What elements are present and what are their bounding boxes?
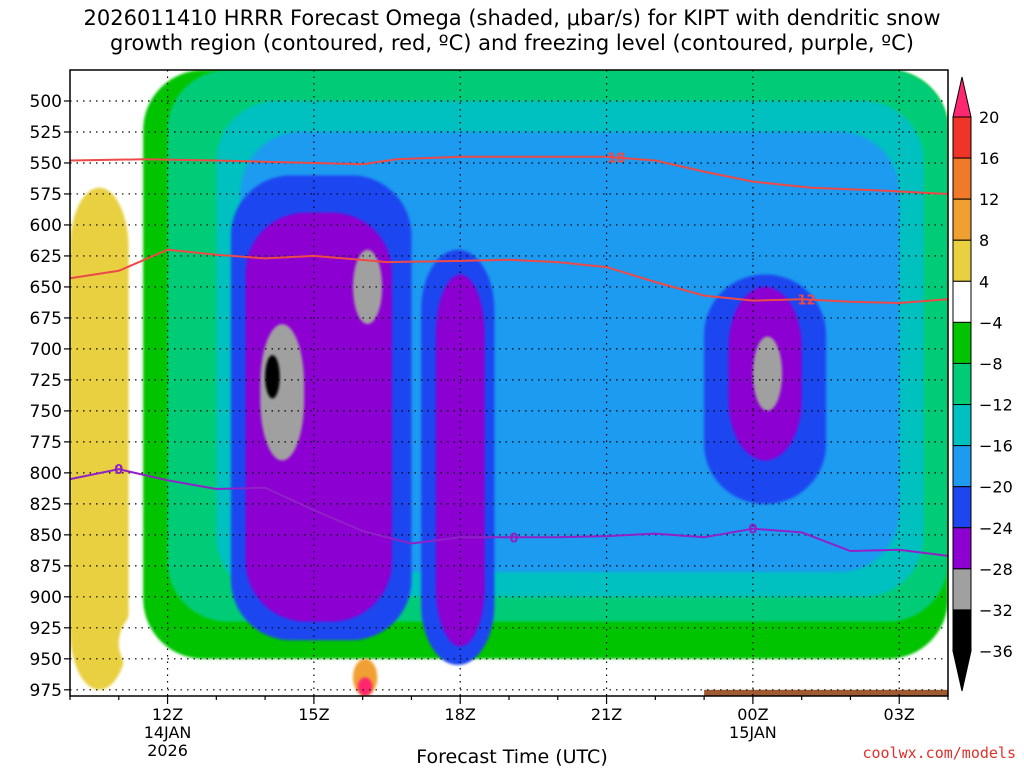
colorbar-label-7: −12 xyxy=(979,396,1013,415)
contour-line-0 xyxy=(70,155,948,195)
x-tick-label-18-0: 18Z xyxy=(445,705,476,724)
colorbar-label-5: −4 xyxy=(979,313,1003,332)
omega-region-15 xyxy=(265,355,280,399)
colorbar-label-4: 4 xyxy=(979,272,989,291)
contour-label-1-0: 12 xyxy=(797,294,815,309)
colorbar-box-11 xyxy=(952,568,972,611)
colorbar-label-6: −8 xyxy=(979,354,1003,373)
y-tick-label-575: 575 xyxy=(30,185,62,205)
contour-label-2-0: 0 xyxy=(114,463,123,478)
y-tick-label-650: 650 xyxy=(30,278,62,298)
y-tick-label-700: 700 xyxy=(30,340,62,360)
colorbar-box-10 xyxy=(952,527,972,570)
contour-label-2-2: 0 xyxy=(748,523,757,538)
omega-region-14 xyxy=(752,336,783,411)
colorbar-box-8 xyxy=(952,445,972,488)
y-tick-label-775: 775 xyxy=(30,433,62,453)
colorbar-label-2: 12 xyxy=(979,190,999,209)
colorbar-label-12: −32 xyxy=(979,601,1013,620)
omega-region-12 xyxy=(260,324,305,461)
omega-region-9 xyxy=(245,212,392,622)
colorbar-label-3: 8 xyxy=(979,231,989,250)
colorbar-label-11: −28 xyxy=(979,560,1013,579)
colorbar-label-10: −24 xyxy=(979,519,1013,538)
colorbar-box-3 xyxy=(952,239,972,282)
y-tick-label-550: 550 xyxy=(30,154,62,174)
contour-label-0-0: 18 xyxy=(607,152,625,167)
x-tick-label-12-0: 12Z xyxy=(152,705,183,724)
colorbar-label-9: −20 xyxy=(979,478,1013,497)
watermark: coolwx.com/models xyxy=(862,744,1016,762)
x-tick-label-15-0: 15Z xyxy=(298,705,329,724)
colorbar-box-0 xyxy=(952,116,972,159)
y-tick-label-850: 850 xyxy=(30,526,62,546)
y-tick-label-500: 500 xyxy=(30,92,62,112)
y-tick-label-875: 875 xyxy=(30,557,62,577)
colorbar-box-9 xyxy=(952,486,972,529)
y-tick-label-725: 725 xyxy=(30,371,62,391)
y-tick-label-825: 825 xyxy=(30,495,62,515)
y-tick-label-950: 950 xyxy=(30,650,62,670)
colorbar-top-triangle xyxy=(952,76,972,118)
contour-line-2 xyxy=(70,468,948,557)
colorbar-box-5 xyxy=(952,321,972,364)
colorbar-box-1 xyxy=(952,157,972,200)
x-tick-label-12-2: 2026 xyxy=(147,741,188,760)
title-line-1: 2026011410 HRRR Forecast Omega (shaded, … xyxy=(83,6,941,30)
y-tick-label-900: 900 xyxy=(30,588,62,608)
y-tick-label-625: 625 xyxy=(30,247,62,267)
colorbar-box-2 xyxy=(952,198,972,241)
omega-region-0 xyxy=(70,187,129,690)
omega-region-17 xyxy=(357,677,373,696)
omega-region-13 xyxy=(352,249,383,325)
x-axis-title: Forecast Time (UTC) xyxy=(416,746,608,768)
colorbar-box-4 xyxy=(952,280,972,323)
y-tick-label-600: 600 xyxy=(30,216,62,236)
y-tick-label-675: 675 xyxy=(30,309,62,329)
x-tick-label-21-0: 21Z xyxy=(591,705,622,724)
colorbar-box-7 xyxy=(952,404,972,447)
y-tick-label-925: 925 xyxy=(30,619,62,639)
y-tick-label-525: 525 xyxy=(30,123,62,143)
x-tick-label-27-0: 03Z xyxy=(884,705,915,724)
x-tick-label-12-1: 14JAN xyxy=(144,723,192,742)
colorbar-label-13: −36 xyxy=(979,642,1013,661)
title-line-2: growth region (contoured, red, ºC) and f… xyxy=(110,31,914,55)
chart-title: 2026011410 HRRR Forecast Omega (shaded, … xyxy=(0,6,1024,56)
colorbar-box-12 xyxy=(952,609,972,652)
y-tick-label-800: 800 xyxy=(30,464,62,484)
colorbar-label-8: −16 xyxy=(979,437,1013,456)
contour-label-2-1: 0 xyxy=(509,531,518,546)
ground-strip xyxy=(704,689,948,696)
colorbar-box-6 xyxy=(952,362,972,406)
colorbar-bottom-triangle xyxy=(952,650,972,692)
x-tick-label-24-1: 15JAN xyxy=(729,723,777,742)
contour-line-1 xyxy=(70,248,948,305)
colorbar-label-0: 20 xyxy=(979,108,999,127)
y-tick-label-975: 975 xyxy=(30,681,62,701)
colorbar-label-1: 16 xyxy=(979,149,999,168)
x-tick-label-24-0: 00Z xyxy=(737,705,768,724)
y-tick-label-750: 750 xyxy=(30,402,62,422)
